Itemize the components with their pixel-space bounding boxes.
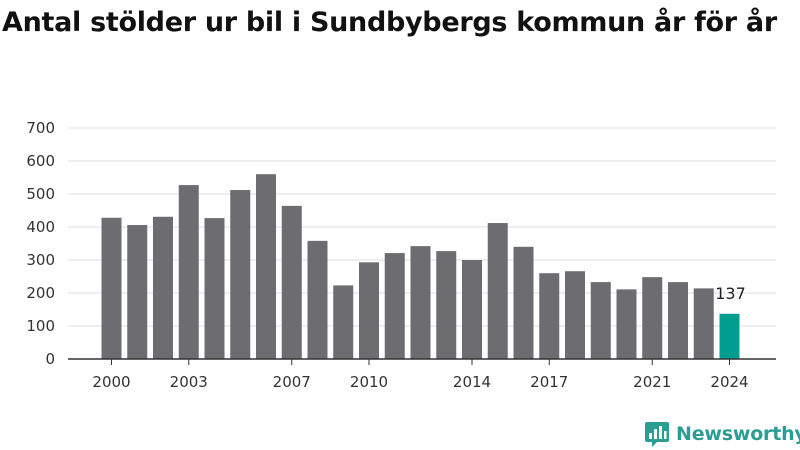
bar bbox=[539, 273, 560, 359]
y-tick-label: 200 bbox=[26, 284, 55, 302]
y-tick-label: 0 bbox=[45, 350, 55, 368]
x-tick-label: 2024 bbox=[710, 373, 748, 391]
x-tick-label: 2014 bbox=[453, 373, 491, 391]
y-tick-label: 600 bbox=[26, 152, 55, 170]
bar bbox=[436, 251, 457, 359]
x-tick-label: 2000 bbox=[92, 373, 130, 391]
y-tick-label: 400 bbox=[26, 218, 55, 236]
y-tick-label: 700 bbox=[26, 119, 55, 137]
bar bbox=[307, 240, 328, 359]
y-axis-ticks: 0 100 200 300 400 500 600 700 bbox=[26, 119, 55, 368]
chart-title: Antal stölder ur bil i Sundbybergs kommu… bbox=[2, 7, 777, 38]
newsworthy-logo-icon bbox=[645, 422, 669, 447]
bar bbox=[384, 253, 405, 359]
bar bbox=[333, 285, 354, 359]
bar bbox=[487, 223, 508, 359]
bar bbox=[281, 205, 302, 359]
data-labels: 137 bbox=[715, 284, 746, 303]
bars bbox=[101, 174, 740, 359]
x-tick-label: 2021 bbox=[633, 373, 671, 391]
brand-name: Newsworthy bbox=[676, 423, 800, 445]
bar bbox=[230, 190, 251, 359]
bar bbox=[513, 246, 534, 359]
newsworthy-brand: Newsworthy bbox=[644, 420, 800, 448]
bar bbox=[359, 262, 379, 359]
bar bbox=[590, 282, 611, 359]
y-tick-label: 500 bbox=[26, 185, 55, 203]
x-axis: 2000 2003 2007 2010 2014 2017 2021 2024 bbox=[68, 358, 776, 391]
bar bbox=[719, 313, 740, 359]
bar bbox=[642, 277, 663, 359]
bar bbox=[204, 218, 225, 359]
y-tick-label: 300 bbox=[26, 251, 55, 269]
data-label: 137 bbox=[715, 284, 746, 303]
bar bbox=[616, 289, 637, 359]
x-tick-label: 2017 bbox=[530, 373, 568, 391]
bar bbox=[565, 271, 585, 359]
bar bbox=[101, 217, 122, 359]
bar bbox=[668, 282, 688, 359]
bar bbox=[256, 174, 276, 359]
y-tick-label: 100 bbox=[26, 317, 55, 335]
bar bbox=[178, 185, 199, 359]
bar bbox=[462, 260, 482, 359]
bar bbox=[127, 225, 148, 359]
bar bbox=[693, 288, 714, 359]
bar bbox=[153, 216, 173, 359]
bar bbox=[410, 246, 431, 359]
x-tick-label: 2010 bbox=[350, 373, 388, 391]
x-tick-label: 2007 bbox=[273, 373, 311, 391]
x-tick-label: 2003 bbox=[170, 373, 208, 391]
